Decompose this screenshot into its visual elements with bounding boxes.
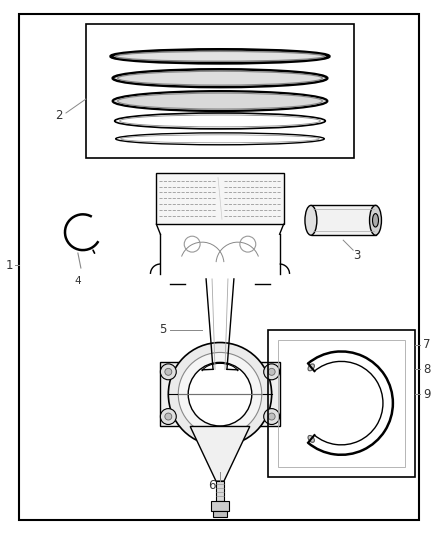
- Ellipse shape: [373, 214, 378, 227]
- Text: 4: 4: [74, 276, 81, 286]
- Circle shape: [178, 352, 262, 436]
- Circle shape: [188, 362, 252, 426]
- Polygon shape: [190, 426, 250, 481]
- Ellipse shape: [308, 364, 314, 371]
- Ellipse shape: [113, 69, 327, 87]
- FancyBboxPatch shape: [213, 511, 227, 517]
- Ellipse shape: [165, 413, 172, 420]
- Text: 2: 2: [55, 109, 63, 123]
- Ellipse shape: [264, 409, 279, 424]
- Ellipse shape: [160, 364, 176, 380]
- Text: 5: 5: [159, 323, 166, 336]
- FancyBboxPatch shape: [216, 481, 224, 501]
- Text: 1: 1: [6, 259, 13, 271]
- Ellipse shape: [165, 368, 172, 375]
- FancyBboxPatch shape: [160, 362, 279, 426]
- Ellipse shape: [111, 50, 329, 63]
- Text: 7: 7: [423, 338, 431, 351]
- FancyBboxPatch shape: [311, 205, 375, 235]
- Ellipse shape: [113, 91, 327, 111]
- Ellipse shape: [370, 205, 381, 235]
- Ellipse shape: [308, 435, 314, 442]
- Ellipse shape: [264, 364, 279, 380]
- Ellipse shape: [305, 205, 317, 235]
- Text: 8: 8: [423, 363, 431, 376]
- Ellipse shape: [268, 413, 275, 420]
- FancyBboxPatch shape: [156, 173, 283, 224]
- Ellipse shape: [268, 368, 275, 375]
- Ellipse shape: [160, 409, 176, 424]
- Text: 3: 3: [353, 248, 361, 262]
- Text: 6: 6: [208, 479, 216, 492]
- FancyBboxPatch shape: [211, 501, 229, 511]
- Text: 9: 9: [423, 387, 431, 401]
- Circle shape: [168, 343, 272, 446]
